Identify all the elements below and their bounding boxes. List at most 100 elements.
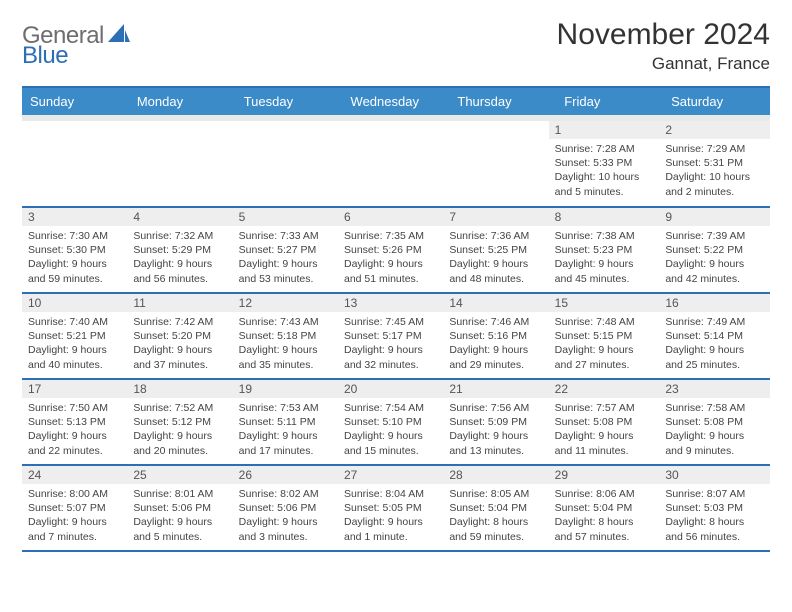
daylight-line2: and 25 minutes. — [665, 358, 764, 372]
week-row: . . . . . 1Sunrise: 7:28 AMSunset: 5:33 … — [22, 121, 770, 207]
daylight-line1: Daylight: 9 hours — [133, 515, 226, 529]
daylight-line2: and 20 minutes. — [133, 444, 226, 458]
day-number: 1 — [549, 121, 660, 139]
day-cell: 9Sunrise: 7:39 AMSunset: 5:22 PMDaylight… — [659, 207, 770, 293]
daylight-line1: Daylight: 9 hours — [28, 343, 121, 357]
sunrise: Sunrise: 8:06 AM — [555, 487, 654, 501]
daylight-line1: Daylight: 9 hours — [28, 515, 121, 529]
sunset: Sunset: 5:13 PM — [28, 415, 121, 429]
daylight-line1: Daylight: 9 hours — [344, 257, 437, 271]
dayhead-sun: Sunday — [22, 87, 129, 115]
sunrise: Sunrise: 8:04 AM — [344, 487, 437, 501]
week-row: 10Sunrise: 7:40 AMSunset: 5:21 PMDayligh… — [22, 293, 770, 379]
daylight-line1: Daylight: 9 hours — [555, 343, 654, 357]
day-cell: 30Sunrise: 8:07 AMSunset: 5:03 PMDayligh… — [659, 465, 770, 551]
daylight-line1: Daylight: 9 hours — [665, 257, 764, 271]
day-body: Sunrise: 8:06 AMSunset: 5:04 PMDaylight:… — [549, 484, 660, 548]
location: Gannat, France — [557, 54, 770, 74]
day-cell: 20Sunrise: 7:54 AMSunset: 5:10 PMDayligh… — [338, 379, 443, 465]
day-number: 8 — [549, 208, 660, 226]
sunset: Sunset: 5:10 PM — [344, 415, 437, 429]
header: General November 2024 Gannat, France — [22, 18, 770, 74]
day-body: Sunrise: 7:39 AMSunset: 5:22 PMDaylight:… — [659, 226, 770, 290]
day-cell: 12Sunrise: 7:43 AMSunset: 5:18 PMDayligh… — [233, 293, 338, 379]
daylight-line2: and 53 minutes. — [239, 272, 332, 286]
day-number: 17 — [22, 380, 127, 398]
day-number: 24 — [22, 466, 127, 484]
day-number: 25 — [127, 466, 232, 484]
brand-sail-icon — [108, 24, 130, 49]
daylight-line2: and 17 minutes. — [239, 444, 332, 458]
day-cell: 25Sunrise: 8:01 AMSunset: 5:06 PMDayligh… — [127, 465, 232, 551]
day-number: 18 — [127, 380, 232, 398]
daylight-line1: Daylight: 9 hours — [449, 429, 542, 443]
daylight-line2: and 2 minutes. — [665, 185, 764, 199]
sunrise: Sunrise: 8:02 AM — [239, 487, 332, 501]
daylight-line2: and 35 minutes. — [239, 358, 332, 372]
day-body: Sunrise: 7:36 AMSunset: 5:25 PMDaylight:… — [443, 226, 548, 290]
sunrise: Sunrise: 8:05 AM — [449, 487, 542, 501]
day-cell: 8Sunrise: 7:38 AMSunset: 5:23 PMDaylight… — [549, 207, 660, 293]
sunset: Sunset: 5:26 PM — [344, 243, 437, 257]
day-cell: . — [338, 121, 443, 207]
daylight-line1: Daylight: 9 hours — [449, 257, 542, 271]
day-number: 29 — [549, 466, 660, 484]
sunrise: Sunrise: 7:56 AM — [449, 401, 542, 415]
daylight-line2: and 3 minutes. — [239, 530, 332, 544]
sunrise: Sunrise: 7:38 AM — [555, 229, 654, 243]
daylight-line2: and 57 minutes. — [555, 530, 654, 544]
day-number: 28 — [443, 466, 548, 484]
day-number: 12 — [233, 294, 338, 312]
month-title: November 2024 — [557, 18, 770, 52]
sunrise: Sunrise: 7:54 AM — [344, 401, 437, 415]
dayhead-thu: Thursday — [449, 87, 556, 115]
day-number: 26 — [233, 466, 338, 484]
day-body: Sunrise: 8:07 AMSunset: 5:03 PMDaylight:… — [659, 484, 770, 548]
sunset: Sunset: 5:23 PM — [555, 243, 654, 257]
day-number: 14 — [443, 294, 548, 312]
sunset: Sunset: 5:31 PM — [665, 156, 764, 170]
daylight-line1: Daylight: 8 hours — [665, 515, 764, 529]
sunset: Sunset: 5:03 PM — [665, 501, 764, 515]
sunset: Sunset: 5:29 PM — [133, 243, 226, 257]
sunset: Sunset: 5:06 PM — [133, 501, 226, 515]
day-body: Sunrise: 8:01 AMSunset: 5:06 PMDaylight:… — [127, 484, 232, 548]
day-number: 19 — [233, 380, 338, 398]
day-body: Sunrise: 7:35 AMSunset: 5:26 PMDaylight:… — [338, 226, 443, 290]
daylight-line2: and 48 minutes. — [449, 272, 542, 286]
day-number: 13 — [338, 294, 443, 312]
sunrise: Sunrise: 7:45 AM — [344, 315, 437, 329]
sunrise: Sunrise: 7:32 AM — [133, 229, 226, 243]
sunrise: Sunrise: 7:58 AM — [665, 401, 764, 415]
day-cell: 16Sunrise: 7:49 AMSunset: 5:14 PMDayligh… — [659, 293, 770, 379]
daylight-line2: and 5 minutes. — [133, 530, 226, 544]
day-body: Sunrise: 7:28 AMSunset: 5:33 PMDaylight:… — [549, 139, 660, 203]
day-number: 7 — [443, 208, 548, 226]
sunrise: Sunrise: 7:49 AM — [665, 315, 764, 329]
sunrise: Sunrise: 7:30 AM — [28, 229, 121, 243]
day-cell: 3Sunrise: 7:30 AMSunset: 5:30 PMDaylight… — [22, 207, 127, 293]
daylight-line2: and 22 minutes. — [28, 444, 121, 458]
day-cell: 1Sunrise: 7:28 AMSunset: 5:33 PMDaylight… — [549, 121, 660, 207]
day-body: Sunrise: 7:38 AMSunset: 5:23 PMDaylight:… — [549, 226, 660, 290]
day-header-row: Sunday Monday Tuesday Wednesday Thursday… — [22, 87, 770, 115]
sunset: Sunset: 5:21 PM — [28, 329, 121, 343]
daylight-line2: and 29 minutes. — [449, 358, 542, 372]
daylight-line1: Daylight: 9 hours — [133, 257, 226, 271]
daylight-line1: Daylight: 9 hours — [344, 343, 437, 357]
day-body: Sunrise: 7:52 AMSunset: 5:12 PMDaylight:… — [127, 398, 232, 462]
day-body: Sunrise: 7:43 AMSunset: 5:18 PMDaylight:… — [233, 312, 338, 376]
day-body: Sunrise: 7:42 AMSunset: 5:20 PMDaylight:… — [127, 312, 232, 376]
day-body: Sunrise: 7:57 AMSunset: 5:08 PMDaylight:… — [549, 398, 660, 462]
daylight-line1: Daylight: 9 hours — [665, 343, 764, 357]
sunrise: Sunrise: 7:28 AM — [555, 142, 654, 156]
brand-text-blue-wrap: Blue — [22, 42, 68, 70]
day-cell: 19Sunrise: 7:53 AMSunset: 5:11 PMDayligh… — [233, 379, 338, 465]
sunrise: Sunrise: 8:00 AM — [28, 487, 121, 501]
dayhead-mon: Monday — [129, 87, 236, 115]
day-number: 23 — [659, 380, 770, 398]
day-body: Sunrise: 7:40 AMSunset: 5:21 PMDaylight:… — [22, 312, 127, 376]
daylight-line1: Daylight: 9 hours — [239, 257, 332, 271]
day-cell: . — [22, 121, 127, 207]
day-body: Sunrise: 7:50 AMSunset: 5:13 PMDaylight:… — [22, 398, 127, 462]
